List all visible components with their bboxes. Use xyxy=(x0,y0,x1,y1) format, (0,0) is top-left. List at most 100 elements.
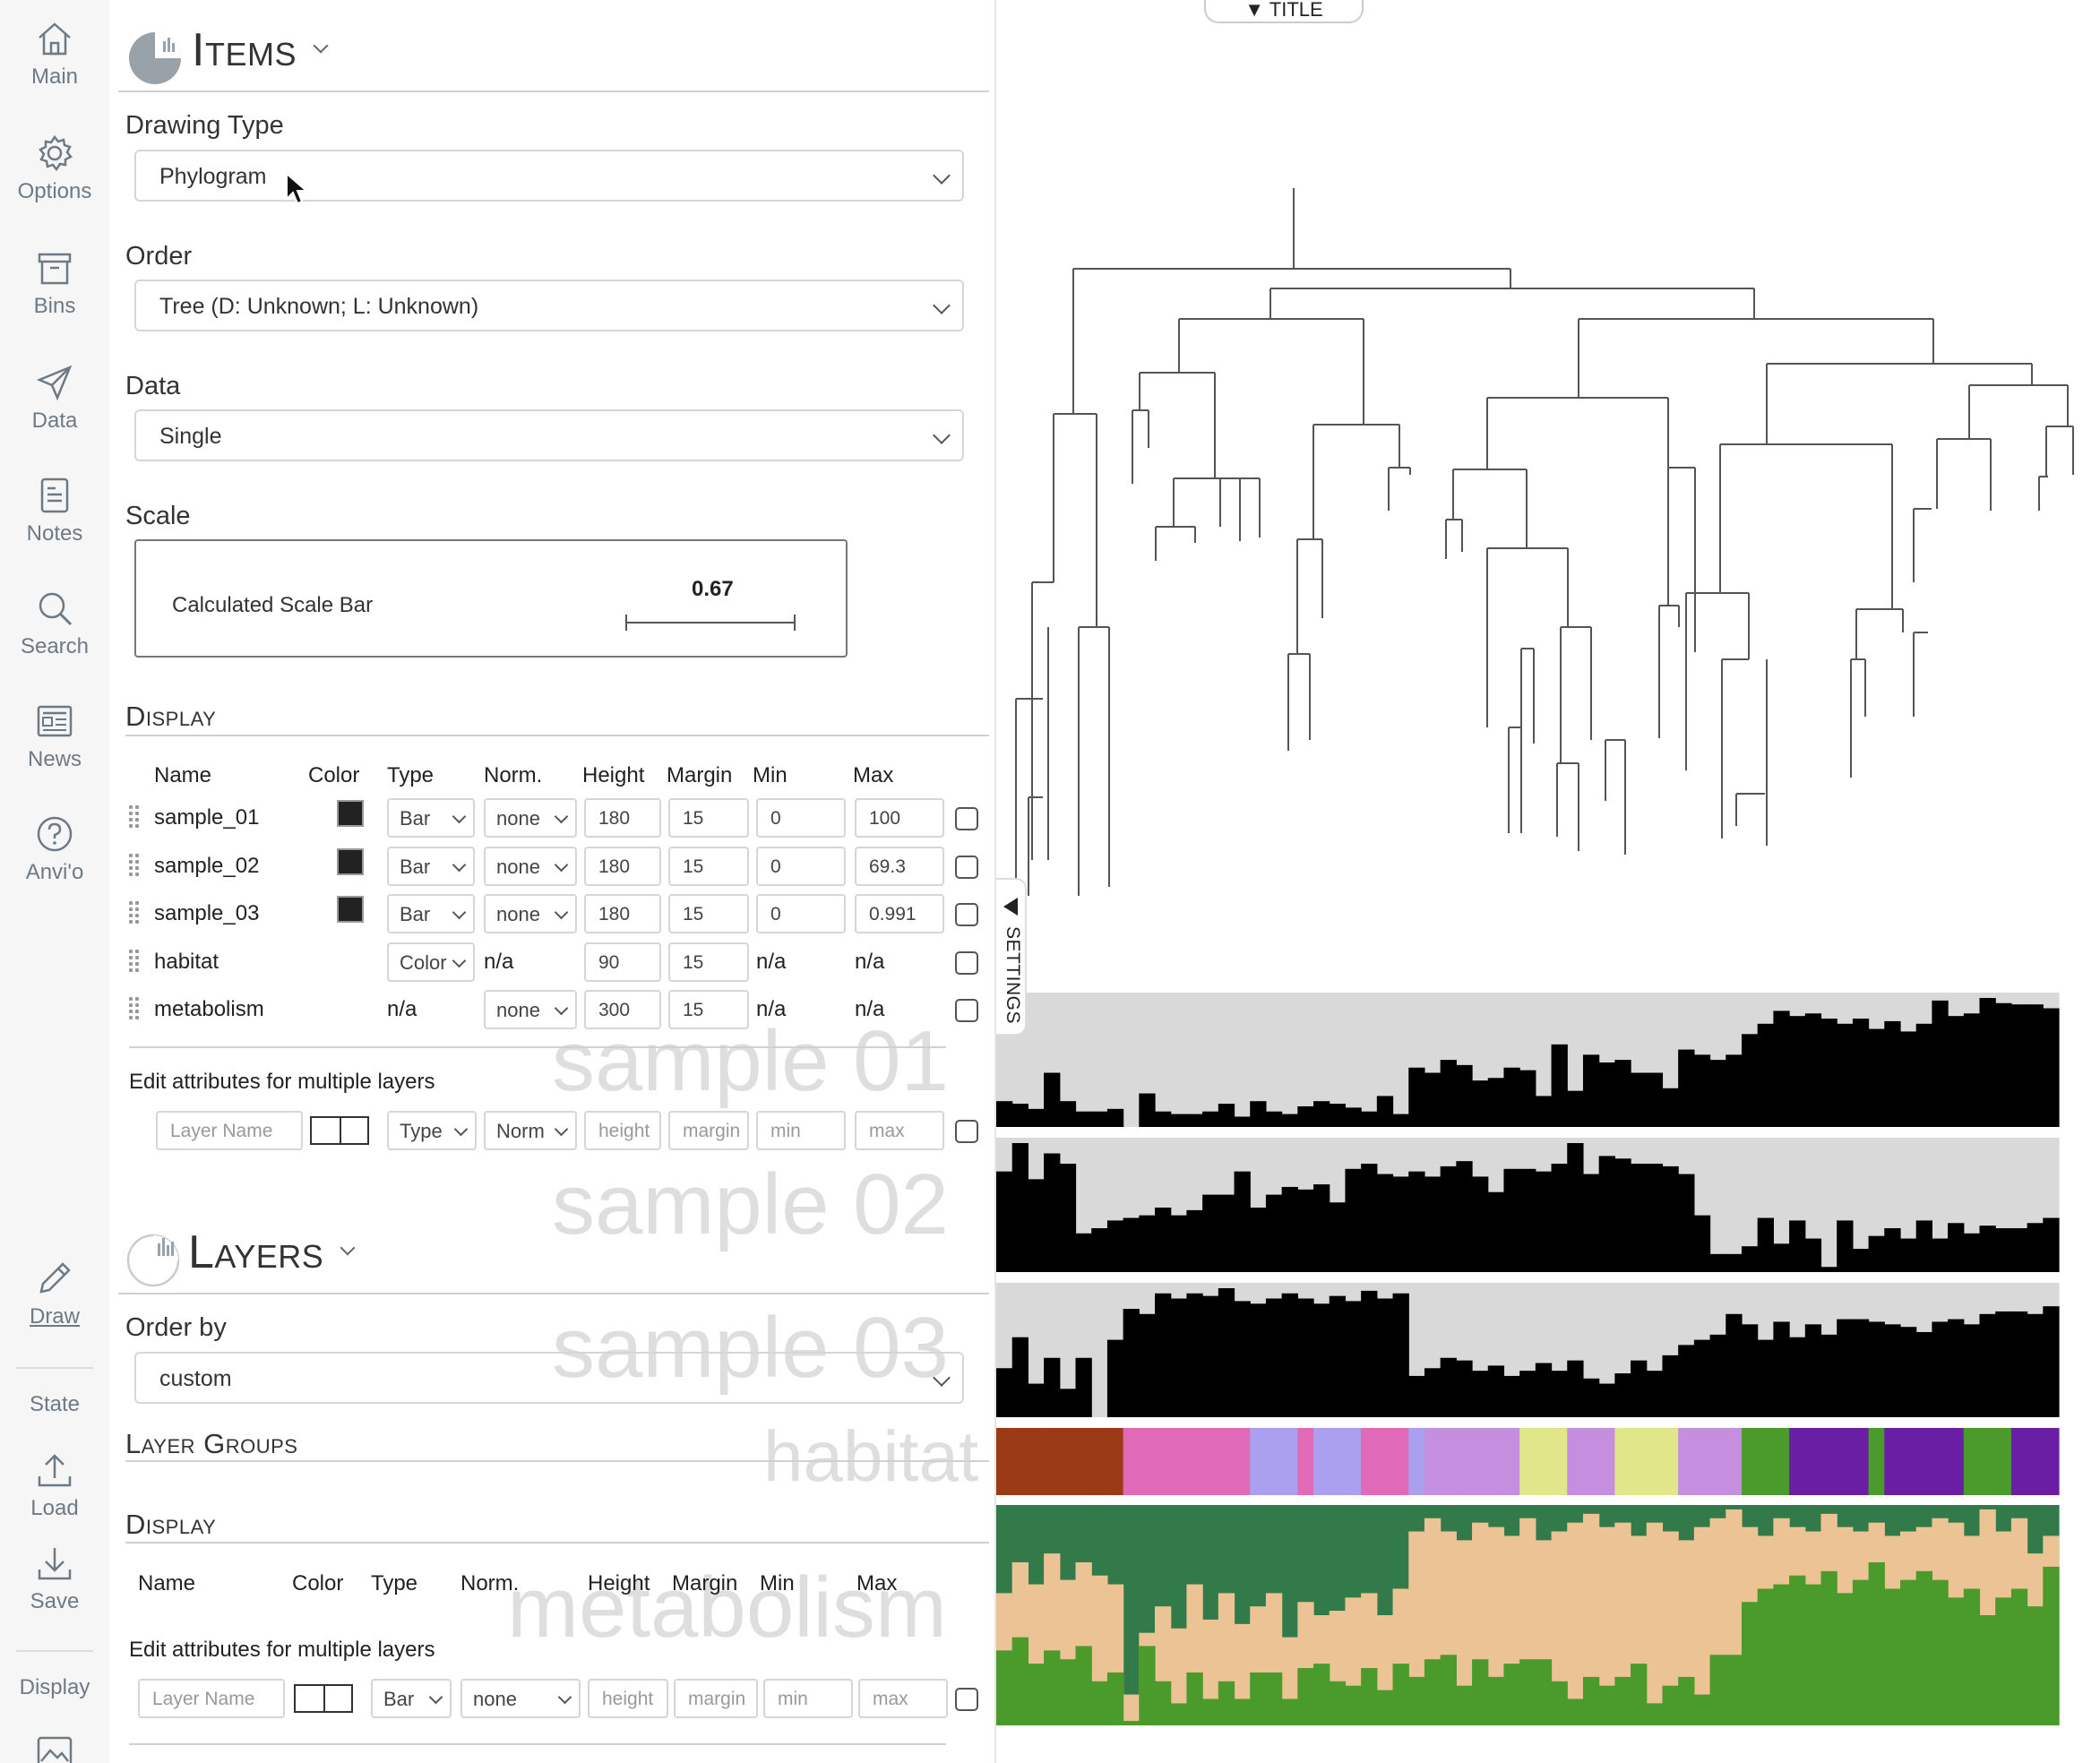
sample-02-bar xyxy=(996,1171,1013,1272)
layer-select-checkbox[interactable] xyxy=(955,999,978,1022)
nav-load[interactable]: Load xyxy=(0,1449,109,1521)
phylogram-tree[interactable] xyxy=(996,0,2100,985)
layers-multi-select-checkbox[interactable] xyxy=(955,1688,978,1711)
layer-min-input[interactable]: 0 xyxy=(756,894,846,933)
multi-select-checkbox[interactable] xyxy=(955,1120,978,1143)
layer-select-checkbox[interactable] xyxy=(955,856,978,879)
layer-margin-input[interactable]: 15 xyxy=(668,847,749,886)
drag-handle-icon[interactable] xyxy=(129,950,140,975)
layer-select-checkbox[interactable] xyxy=(955,807,978,830)
drag-handle-icon[interactable] xyxy=(129,805,140,830)
drawing-type-select[interactable]: Phylogram xyxy=(134,150,964,202)
layer-height-input[interactable]: 180 xyxy=(584,847,661,886)
multi-height-input[interactable]: height xyxy=(584,1111,661,1150)
layers-title[interactable]: Layers xyxy=(188,1226,356,1279)
multi-max-input[interactable]: max xyxy=(855,1111,944,1150)
layer-type-select[interactable]: Color xyxy=(387,942,475,982)
color-swatch[interactable] xyxy=(337,800,364,827)
title-toggle[interactable]: ▼ TITLE xyxy=(1204,0,1364,23)
habitat-cell xyxy=(1948,1428,1965,1495)
drag-handle-icon[interactable] xyxy=(129,854,140,879)
sample-02-bar xyxy=(1028,1179,1045,1272)
multi-type-select[interactable]: Type xyxy=(387,1111,477,1150)
layers-multi-height-input[interactable]: height xyxy=(588,1679,668,1718)
layers-multi-margin-input[interactable]: margin xyxy=(674,1679,758,1718)
metabolism-green-bar xyxy=(1979,1615,1996,1725)
data-tracks[interactable] xyxy=(996,993,2100,1733)
layers-color-picker[interactable] xyxy=(294,1684,353,1713)
layer-height-input[interactable]: 300 xyxy=(584,990,661,1029)
layer-max-input[interactable]: 69.3 xyxy=(855,847,944,886)
layer-select-checkbox[interactable] xyxy=(955,903,978,926)
order-select[interactable]: Tree (D: Unknown; L: Unknown) xyxy=(134,280,964,331)
layer-margin-input[interactable]: 15 xyxy=(668,942,749,982)
layer-height-input[interactable]: 180 xyxy=(584,894,661,933)
sample-03-bar xyxy=(1440,1357,1457,1417)
nav-search[interactable]: Search xyxy=(0,588,109,659)
multi-min-input[interactable]: min xyxy=(756,1111,846,1150)
newspaper-icon xyxy=(37,705,73,737)
metabolism-green-bar xyxy=(1106,1672,1124,1725)
nav-draw[interactable]: Draw xyxy=(0,1258,109,1329)
sample-01-bar xyxy=(1741,1034,1759,1127)
sample-03-bar xyxy=(1218,1288,1235,1417)
layer-name-input[interactable]: Layer Name xyxy=(156,1111,303,1150)
layer-select-checkbox[interactable] xyxy=(955,951,978,975)
color-swatch[interactable] xyxy=(337,896,364,923)
layer-norm-select[interactable]: none xyxy=(484,798,577,838)
tree-canvas[interactable] xyxy=(996,0,2100,1763)
layers-multi-norm-select[interactable]: none xyxy=(460,1679,581,1718)
nav-image[interactable] xyxy=(0,1733,109,1763)
nav-save[interactable]: Save xyxy=(0,1543,109,1614)
items-title[interactable]: Items xyxy=(192,23,329,77)
nav-main[interactable]: Main xyxy=(0,18,109,90)
layer-max-input[interactable]: 100 xyxy=(855,798,944,838)
nav-news[interactable]: News xyxy=(0,701,109,772)
metabolism-green-bar xyxy=(996,1650,1013,1725)
data-select[interactable]: Single xyxy=(134,409,964,461)
layer-margin-input[interactable]: 15 xyxy=(668,894,749,933)
multi-norm-select[interactable]: Norm xyxy=(484,1111,577,1150)
sample-03-bar xyxy=(1837,1319,1854,1417)
display-row: sample_03 Bar none 180 15 0 0.991 xyxy=(109,891,996,936)
layers-layer-name-input[interactable]: Layer Name xyxy=(138,1679,285,1718)
nav-state[interactable]: State xyxy=(0,1392,109,1417)
sample-02-bar xyxy=(1139,1215,1156,1272)
nav-anvio[interactable]: Anvi'o xyxy=(0,813,109,885)
color-picker[interactable] xyxy=(310,1116,369,1145)
layer-norm-select[interactable]: none xyxy=(484,847,577,886)
layers-multi-type-select[interactable]: Bar xyxy=(371,1679,452,1718)
multi-margin-input[interactable]: margin xyxy=(668,1111,749,1150)
layer-margin-input[interactable]: 15 xyxy=(668,798,749,838)
settings-toggle[interactable]: SETTINGS xyxy=(996,878,1027,1036)
layer-height-input[interactable]: 180 xyxy=(584,798,661,838)
sample-01-bar xyxy=(1915,1023,1932,1127)
nav-notes[interactable]: Notes xyxy=(0,475,109,546)
nav-display[interactable]: Display xyxy=(0,1675,109,1700)
layer-min-input[interactable]: 0 xyxy=(756,798,846,838)
sample-03-bar xyxy=(1361,1290,1378,1417)
layers-multi-min-input[interactable]: min xyxy=(763,1679,853,1718)
drag-handle-icon[interactable] xyxy=(129,997,140,1022)
layer-norm-select[interactable]: none xyxy=(484,990,577,1029)
layer-min-input[interactable]: 0 xyxy=(756,847,846,886)
layer-max-input[interactable]: 0.991 xyxy=(855,894,944,933)
habitat-cell xyxy=(1899,1428,1917,1495)
layer-type-select[interactable]: Bar xyxy=(387,894,475,933)
layer-margin-input[interactable]: 15 xyxy=(668,990,749,1029)
layer-height-input[interactable]: 90 xyxy=(584,942,661,982)
layer-type-select[interactable]: Bar xyxy=(387,847,475,886)
metabolism-green-bar xyxy=(1567,1698,1584,1725)
order-by-select[interactable]: custom xyxy=(134,1352,964,1404)
nav-data[interactable]: Data xyxy=(0,362,109,434)
metabolism-peach-bar xyxy=(1567,1522,1584,1725)
layer-norm-select[interactable]: none xyxy=(484,894,577,933)
layers-multi-max-input[interactable]: max xyxy=(858,1679,948,1718)
color-swatch[interactable] xyxy=(337,848,364,875)
layer-type-select[interactable]: Bar xyxy=(387,798,475,838)
nav-bins[interactable]: Bins xyxy=(0,247,109,319)
metabolism-green-bar xyxy=(1598,1685,1615,1725)
drag-handle-icon[interactable] xyxy=(129,901,140,926)
sample-03-bar xyxy=(1963,1324,1981,1417)
nav-options[interactable]: Options xyxy=(0,133,109,204)
